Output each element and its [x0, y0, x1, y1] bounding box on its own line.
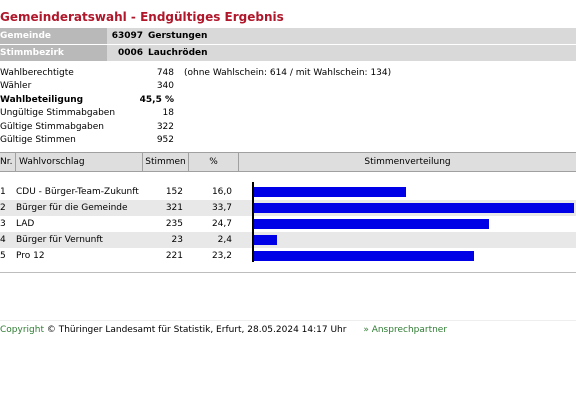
stat-label: Gültige Stimmen	[0, 135, 76, 145]
vote-bar	[254, 235, 277, 245]
header-wahlvorschlag: Wahlvorschlag	[15, 153, 142, 171]
row-name: Pro 12	[16, 251, 45, 261]
gemeinde-number: 63097	[111, 31, 143, 41]
row-percent: 16,0	[211, 187, 232, 197]
table-bottom-divider	[0, 272, 576, 273]
row-percent: 23,2	[211, 251, 232, 261]
row-stimmen: 221	[165, 251, 183, 261]
copyright-text: © Thüringer Landesamt für Statistik, Erf…	[46, 325, 347, 335]
stat-note: (ohne Wahlschein: 614 / mit Wahlschein: …	[184, 68, 392, 78]
stat-value: 952	[156, 135, 174, 145]
header-stimmen: Stimmen	[142, 153, 188, 171]
vote-bar	[254, 251, 474, 261]
row-nr: 1	[0, 187, 6, 197]
ansprechpartner-link[interactable]: » Ansprechpartner	[363, 325, 448, 335]
vote-bar	[254, 219, 489, 229]
gemeinde-label: Gemeinde	[0, 28, 107, 44]
stat-value: 748	[156, 68, 174, 78]
stimmbezirk-label: Stimmbezirk	[0, 45, 107, 61]
stat-value: 322	[156, 122, 174, 132]
chart-axis-line	[252, 182, 254, 262]
row-nr: 4	[0, 235, 6, 245]
stimmbezirk-row: Stimmbezirk 0006 Lauchröden	[0, 45, 576, 61]
vote-bar	[254, 203, 574, 213]
row-name: Bürger für Vernunft	[16, 235, 103, 245]
stimmbezirk-name: Lauchröden	[148, 48, 208, 58]
stimmbezirk-number: 0006	[117, 48, 143, 58]
page-title: Gemeinderatswahl - Endgültiges Ergebnis	[0, 10, 284, 24]
copyright-link[interactable]: Copyright	[0, 325, 44, 335]
row-stimmen: 152	[165, 187, 183, 197]
table-row: 4 Bürger für Vernunft 23 2,4	[0, 232, 576, 248]
row-nr: 2	[0, 203, 6, 213]
gemeinde-row: Gemeinde 63097 Gerstungen	[0, 28, 576, 44]
row-stimmen: 235	[165, 219, 183, 229]
row-percent: 24,7	[211, 219, 232, 229]
results-table-header: Nr. Wahlvorschlag Stimmen % Stimmenverte…	[0, 152, 576, 172]
stat-label: Gültige Stimmabgaben	[0, 122, 105, 132]
row-stimmen: 321	[165, 203, 183, 213]
row-nr: 3	[0, 219, 6, 229]
row-stimmen: 23	[171, 235, 183, 245]
header-nr: Nr.	[0, 157, 13, 167]
stat-label: Wahlberechtigte	[0, 68, 74, 78]
gemeinde-name: Gerstungen	[148, 31, 208, 41]
row-percent: 2,4	[217, 235, 232, 245]
header-percent: %	[188, 153, 238, 171]
table-row: 2 Bürger für die Gemeinde 321 33,7	[0, 200, 576, 216]
stat-label: Wahlbeteiligung	[0, 95, 84, 105]
stat-value: 18	[162, 108, 174, 118]
row-nr: 5	[0, 251, 6, 261]
row-name: LAD	[16, 219, 35, 229]
stat-value: 340	[156, 81, 174, 91]
row-name: CDU - Bürger-Team-Zukunft	[16, 187, 139, 197]
table-row: 5 Pro 12 221 23,2	[0, 248, 576, 264]
table-row: 3 LAD 235 24,7	[0, 216, 576, 232]
stat-label: Wähler	[0, 81, 32, 91]
header-stimmenverteilung: Stimmenverteilung	[238, 153, 576, 171]
row-percent: 33,7	[211, 203, 232, 213]
table-row: 1 CDU - Bürger-Team-Zukunft 152 16,0	[0, 184, 576, 200]
stat-value: 45,5 %	[139, 95, 174, 105]
row-name: Bürger für die Gemeinde	[16, 203, 128, 213]
footer: Copyright © Thüringer Landesamt für Stat…	[0, 325, 447, 335]
stat-label: Ungültige Stimmabgaben	[0, 108, 116, 118]
footer-divider	[0, 320, 576, 321]
vote-bar	[254, 187, 406, 197]
